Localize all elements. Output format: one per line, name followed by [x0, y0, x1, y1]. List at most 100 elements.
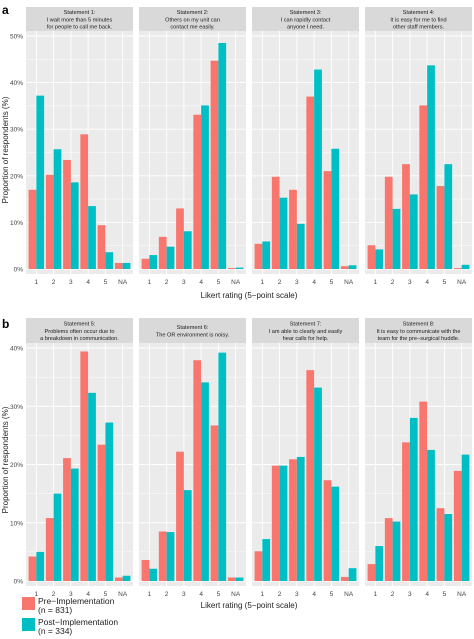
y-tick-label: 50%	[10, 34, 23, 41]
bar-post	[375, 546, 384, 581]
x-tick-label: 5	[443, 591, 447, 598]
facet-title-line: I wait more than 5 minutes	[47, 17, 113, 23]
x-tick-label: 2	[278, 279, 282, 286]
x-tick-label: 4	[312, 591, 316, 598]
bar-pre	[227, 577, 236, 581]
x-tick-label: 2	[391, 591, 395, 598]
bar-pre	[80, 134, 89, 269]
bar-post	[53, 149, 62, 269]
bar-pre	[254, 551, 263, 581]
bar-post	[461, 264, 470, 269]
bar-pre	[141, 560, 150, 581]
x-tick-label: 5	[330, 279, 334, 286]
facet-b-4: Statement 8:It is easy to communicate wi…	[365, 318, 472, 598]
y-tick-label: 20%	[10, 173, 23, 180]
facet-strip	[252, 7, 359, 31]
x-tick-label: 5	[217, 279, 221, 286]
x-tick-label: 1	[35, 591, 39, 598]
x-tick-label: NA	[118, 279, 128, 286]
x-tick-label: NA	[118, 591, 128, 598]
bar-post	[218, 352, 227, 581]
x-tick-label: 2	[391, 279, 395, 286]
bar-post	[70, 468, 79, 581]
bar-pre	[193, 360, 202, 581]
facet-a-3: Statement 3:I can rapidly contact anyone …	[252, 7, 359, 286]
x-tick-label: 3	[408, 279, 412, 286]
facet-strip	[365, 7, 472, 31]
legend-count-pre: (n = 831)	[38, 605, 73, 615]
facet-title-line: The OR environment is noisy.	[156, 332, 230, 338]
bar-pre	[158, 236, 167, 269]
facet-title-line: for people to call me back.	[47, 25, 113, 31]
x-tick-label: 1	[261, 279, 265, 286]
bar-post	[279, 465, 288, 581]
facet-title-line: hear calls for help.	[283, 336, 329, 342]
bar-post	[166, 532, 175, 581]
bar-pre	[436, 508, 445, 581]
x-tick-label: 3	[182, 279, 186, 286]
bar-pre	[419, 105, 428, 270]
bar-post	[331, 486, 340, 581]
bar-post	[331, 148, 340, 269]
bar-post	[218, 42, 227, 269]
x-tick-label: 4	[425, 279, 429, 286]
facet-title-line: other staff members.	[393, 25, 445, 31]
x-tick-label: 1	[148, 279, 152, 286]
legend-label-pre: Pre−Implementation	[38, 596, 115, 606]
facet-a-4: Statement 4:It is easy for me to find oth…	[365, 7, 472, 286]
x-tick-label: NA	[231, 279, 241, 286]
bar-post	[149, 255, 158, 269]
bar-pre	[289, 189, 297, 269]
bar-post	[296, 223, 305, 269]
facet-title-line: Statement 3:	[290, 10, 322, 16]
bar-pre	[114, 577, 123, 581]
x-tick-label: 1	[35, 279, 39, 286]
bar-pre	[436, 186, 445, 269]
facet-title-line: contact me easily.	[170, 25, 215, 31]
bar-pre	[453, 470, 462, 581]
bar-pre	[367, 564, 376, 581]
x-tick-label: 1	[261, 591, 265, 598]
facet-b-3: Statement 7:I am able to clearly and eas…	[252, 318, 359, 598]
bar-pre	[367, 245, 376, 269]
x-tick-label: 1	[374, 591, 378, 598]
bar-post	[262, 539, 271, 581]
bar-post	[201, 382, 209, 581]
bar-post	[375, 249, 384, 269]
bar-pre	[271, 465, 280, 581]
bar-post	[314, 69, 322, 269]
y-tick-label: 40%	[10, 346, 23, 353]
facet-b-1: Statement 5:Problems often occur due toa…	[26, 318, 133, 598]
x-tick-label: 5	[443, 279, 447, 286]
bar-post	[392, 208, 401, 269]
x-tick-label: NA	[344, 279, 354, 286]
x-tick-label: 3	[408, 591, 412, 598]
bar-post	[235, 577, 244, 581]
facet-strip	[139, 7, 246, 31]
bar-post	[122, 575, 131, 581]
panel-label-b: b	[2, 317, 9, 331]
x-tick-label: NA	[457, 279, 467, 286]
y-tick-label: 0%	[14, 579, 24, 586]
x-tick-label: 3	[69, 591, 73, 598]
bar-pre	[419, 401, 428, 581]
bar-pre	[271, 176, 280, 269]
legend-count-post: (n = 334)	[38, 626, 73, 636]
facet-title-line: anyone I need.	[287, 25, 324, 31]
bar-pre	[80, 351, 89, 581]
x-tick-label: 4	[199, 279, 203, 286]
facet-title-line: Statement 8:	[403, 322, 435, 328]
facet-title-line: Others on my unit can	[165, 17, 220, 23]
facet-title-line: Statement 1:	[64, 10, 96, 16]
bar-pre	[28, 189, 37, 269]
facet-title-line: Statement 6:	[177, 325, 209, 331]
bar-pre	[45, 518, 54, 581]
bar-pre	[114, 262, 123, 269]
facet-title-line: Statement 4:	[403, 10, 435, 16]
x-tick-label: 2	[165, 279, 169, 286]
bar-post	[36, 551, 45, 581]
bar-post	[427, 65, 435, 269]
bar-post	[105, 422, 114, 581]
x-tick-label: 3	[182, 591, 186, 598]
x-tick-label: 5	[104, 279, 108, 286]
